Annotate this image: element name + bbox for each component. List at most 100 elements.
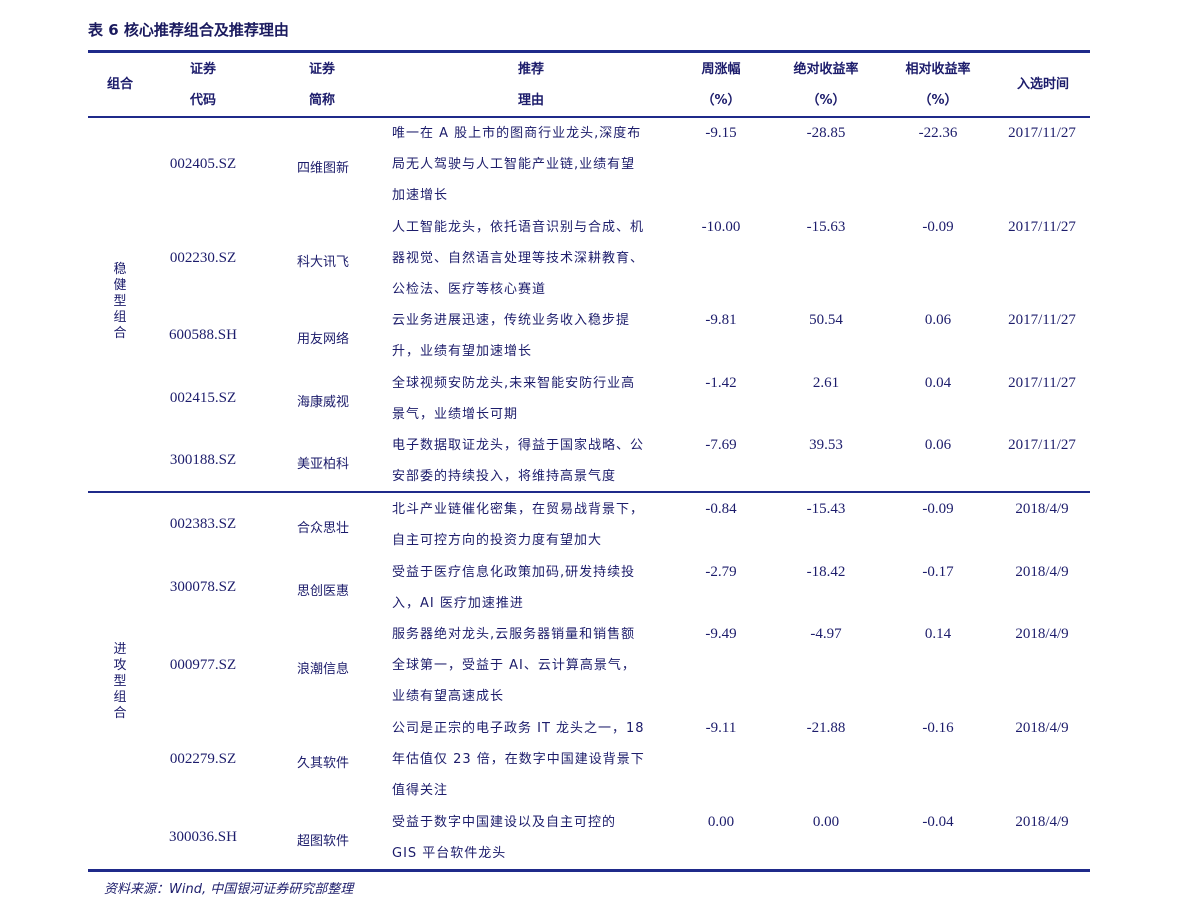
- absolute-return: 50.54: [809, 312, 843, 328]
- header-date: 入选时间: [1016, 77, 1069, 92]
- recommend-reason: 云业务进展迅速，传统业务收入稳步提 升，业绩有望加速增长: [392, 313, 631, 359]
- header-rule: [88, 116, 1090, 118]
- absolute-return: 0.00: [812, 814, 840, 830]
- selection-date: 2018/4/9: [1015, 501, 1069, 517]
- absolute-return: -28.85: [806, 125, 846, 141]
- security-name: 用友网络: [296, 332, 349, 347]
- header-name-line2: 简称: [308, 93, 335, 108]
- header-weekly: 周涨幅 （%）: [681, 54, 761, 116]
- absolute-return: 2.61: [812, 375, 840, 391]
- recommend-reason: 公司是正宗的电子政务 IT 龙头之一，18 年估值仅 23 倍，在数字中国建设背…: [392, 721, 645, 798]
- selection-date: 2018/4/9: [1015, 626, 1069, 642]
- table-row: 002405.SZ 四维图新 唯一在 A 股上市的图商行业龙头,深度布 局无人驾驶与…: [88, 118, 1090, 211]
- table-row: 002383.SZ 合众思壮 北斗产业链催化密集，在贸易战背景下， 自主可控方向的投…: [88, 494, 1090, 556]
- relative-return: 0.04: [924, 375, 952, 391]
- security-code: 002415.SZ: [169, 390, 237, 406]
- security-name: 超图软件: [296, 834, 349, 849]
- absolute-return: -21.88: [806, 720, 846, 736]
- header-rel-line1: 相对收益率: [905, 62, 971, 77]
- weekly-change: -0.84: [705, 501, 737, 517]
- header-abs-line2: （%）: [806, 93, 846, 108]
- recommend-reason: 受益于数字中国建设以及自主可控的 GIS 平台软件龙头: [392, 815, 617, 861]
- relative-return: -0.17: [922, 564, 954, 580]
- recommend-reason: 北斗产业链催化密集，在贸易战背景下， 自主可控方向的投资力度有望加大: [392, 502, 645, 548]
- relative-return: -0.16: [922, 720, 954, 736]
- selection-date: 2017/11/27: [1008, 312, 1076, 328]
- table-row: 002279.SZ 久其软件 公司是正宗的电子政务 IT 龙头之一，18 年估值仅 …: [88, 713, 1090, 806]
- header-reason-line2: 理由: [517, 93, 544, 108]
- recommend-reason: 受益于医疗信息化政策加码,研发持续投 入，AI 医疗加速推进: [392, 565, 636, 611]
- security-name: 久其软件: [296, 755, 349, 771]
- security-name: 四维图新: [296, 160, 349, 176]
- header-reason: 推荐 理由: [501, 54, 561, 116]
- selection-date: 2017/11/27: [1008, 125, 1076, 141]
- header-name: 证券 简称: [292, 54, 352, 116]
- bottom-rule: [88, 869, 1090, 872]
- weekly-change: 0.00: [707, 814, 735, 830]
- relative-return: 0.06: [924, 437, 952, 453]
- group-label-aggressive: 进攻型组合: [113, 642, 127, 721]
- header-code: 证券 代码: [173, 54, 233, 116]
- weekly-change: -9.81: [705, 312, 737, 328]
- header-reason-line1: 推荐: [517, 62, 544, 77]
- header-group: 组合: [106, 77, 133, 92]
- group-label-stable: 稳健型组合: [113, 262, 127, 341]
- recommend-reason: 唯一在 A 股上市的图商行业龙头,深度布 局无人驾驶与人工智能产业链,业绩有望 …: [392, 126, 642, 203]
- security-name: 浪潮信息: [296, 661, 349, 677]
- relative-return: -0.09: [922, 219, 954, 235]
- security-name: 海康威视: [296, 395, 349, 410]
- weekly-change: -9.49: [705, 626, 737, 642]
- security-name: 美亚柏科: [296, 457, 349, 472]
- recommend-reason: 全球视频安防龙头,未来智能安防行业高 景气，业绩增长可期: [392, 376, 636, 422]
- absolute-return: -15.63: [806, 219, 846, 235]
- security-code: 002279.SZ: [169, 750, 237, 767]
- header-abs-line1: 绝对收益率: [793, 62, 859, 77]
- header-code-line1: 证券: [189, 62, 216, 77]
- security-name: 科大讯飞: [296, 254, 349, 270]
- security-code: 002383.SZ: [169, 516, 237, 532]
- table-row: 002415.SZ 海康威视 全球视频安防龙头,未来智能安防行业高 景气，业绩增长可…: [88, 368, 1090, 430]
- weekly-change: -10.00: [701, 219, 741, 235]
- relative-return: 0.14: [924, 626, 952, 642]
- security-name: 合众思壮: [296, 521, 349, 536]
- weekly-change: -1.42: [705, 375, 737, 391]
- table-row: 002230.SZ 科大讯飞 人工智能龙头，依托语音识别与合成、机 器视觉、自然语言…: [88, 212, 1090, 305]
- security-code: 002230.SZ: [169, 249, 237, 266]
- recommend-reason: 人工智能龙头，依托语音识别与合成、机 器视觉、自然语言处理等技术深耕教育、 公检…: [392, 220, 645, 297]
- absolute-return: -18.42: [806, 564, 846, 580]
- selection-date: 2018/4/9: [1015, 564, 1069, 580]
- relative-return: 0.06: [924, 312, 952, 328]
- group-divider: [88, 491, 1090, 493]
- header-name-line1: 证券: [308, 62, 335, 77]
- security-code: 300188.SZ: [169, 452, 237, 468]
- selection-date: 2018/4/9: [1015, 814, 1069, 830]
- header-rel-line2: （%）: [918, 93, 958, 108]
- recommend-reason: 电子数据取证龙头，得益于国家战略、公 安部委的持续投入，将维持高景气度: [392, 438, 645, 484]
- table-row: 000977.SZ 浪潮信息 服务器绝对龙头,云服务器销量和销售额 全球第一，受益于…: [88, 619, 1090, 712]
- security-code: 600588.SH: [169, 327, 237, 343]
- selection-date: 2017/11/27: [1008, 375, 1076, 391]
- header-abs: 绝对收益率 （%）: [776, 54, 876, 116]
- header-code-line2: 代码: [189, 93, 216, 108]
- table-row: 300188.SZ 美亚柏科 电子数据取证龙头，得益于国家战略、公 安部委的持续投入…: [88, 430, 1090, 492]
- absolute-return: -4.97: [810, 626, 842, 642]
- weekly-change: -7.69: [705, 437, 737, 453]
- security-code: 000977.SZ: [169, 656, 237, 673]
- relative-return: -22.36: [918, 125, 958, 141]
- selection-date: 2018/4/9: [1015, 720, 1069, 736]
- security-code: 002405.SZ: [169, 155, 237, 172]
- header-weekly-line2: （%）: [701, 93, 741, 108]
- recommend-reason: 服务器绝对龙头,云服务器销量和销售额 全球第一，受益于 AI、云计算高景气， 业…: [392, 627, 636, 704]
- absolute-return: -15.43: [806, 501, 846, 517]
- source-note: 资料来源：Wind, 中国银河证券研究部整理: [104, 882, 354, 897]
- security-code: 300036.SH: [169, 829, 237, 845]
- table-row: 300036.SH 超图软件 受益于数字中国建设以及自主可控的 GIS 平台软件龙头…: [88, 807, 1090, 869]
- security-name: 思创医惠: [296, 584, 349, 599]
- weekly-change: -9.15: [705, 125, 737, 141]
- table-row: 600588.SH 用友网络 云业务进展迅速，传统业务收入稳步提 升，业绩有望加速增…: [88, 305, 1090, 367]
- table-title: 表 6 核心推荐组合及推荐理由: [88, 21, 289, 39]
- weekly-change: -9.11: [705, 720, 737, 736]
- relative-return: -0.04: [922, 814, 954, 830]
- absolute-return: 39.53: [809, 437, 843, 453]
